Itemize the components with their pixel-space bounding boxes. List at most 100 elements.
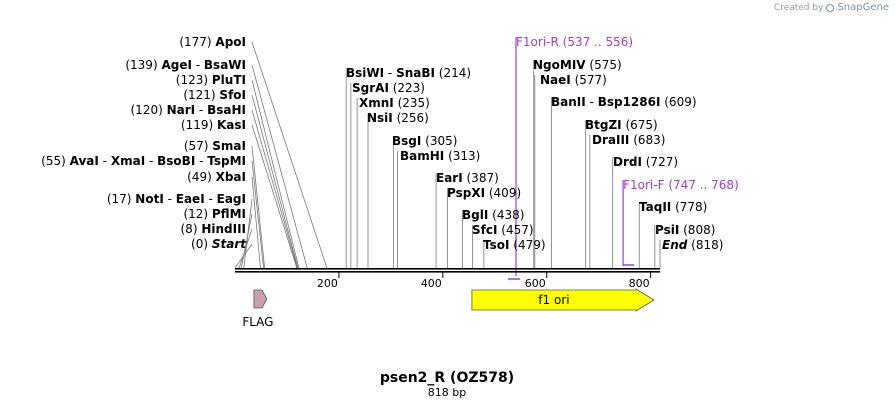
enzyme-connector-line xyxy=(251,94,299,269)
enzyme-name[interactable]: NarI xyxy=(167,103,196,117)
enzyme-label-group[interactable]: (139) AgeI - BsaWI xyxy=(125,58,246,72)
enzyme-position: (609) xyxy=(660,95,696,109)
enzyme-name[interactable]: BsaWI xyxy=(204,58,246,72)
enzyme-name[interactable]: KasI xyxy=(217,118,246,132)
enzyme-separator: - xyxy=(192,58,204,72)
enzyme-name[interactable]: PflMI xyxy=(212,207,246,221)
enzyme-name[interactable]: HindIII xyxy=(201,222,246,236)
enzyme-label-group[interactable]: (49) XbaI xyxy=(187,170,246,184)
enzyme-name[interactable]: BsiWI xyxy=(346,66,384,80)
enzyme-name[interactable]: AvaI xyxy=(70,154,99,168)
enzyme-name[interactable]: XbaI xyxy=(216,170,246,184)
enzyme-label[interactable]: DrdI (727) xyxy=(613,155,678,169)
dna-backbone xyxy=(235,268,660,273)
enzyme-name[interactable]: SfcI xyxy=(472,223,497,237)
enzyme-name[interactable]: ApoI xyxy=(215,35,246,49)
enzyme-name[interactable]: BtgZI xyxy=(585,118,622,132)
enzyme-name[interactable]: BsoBI xyxy=(157,154,195,168)
enzyme-name[interactable]: DraIII xyxy=(592,133,629,147)
enzyme-position: (49) xyxy=(187,170,215,184)
enzyme-name[interactable]: SnaBI xyxy=(396,66,435,80)
enzyme-name[interactable]: TaqII xyxy=(639,200,671,214)
enzyme-name[interactable]: SmaI xyxy=(212,139,246,153)
enzyme-name[interactable]: XmnI xyxy=(359,96,394,110)
enzyme-name[interactable]: BglI xyxy=(462,208,488,222)
primer-name[interactable]: F1ori-R xyxy=(516,35,559,49)
enzyme-label-group[interactable]: (55) AvaI - XmaI - BsoBI - TspMI xyxy=(41,154,246,168)
enzyme-name[interactable]: TspMI xyxy=(207,154,246,168)
enzyme-label[interactable]: PspXI (409) xyxy=(447,186,521,200)
enzyme-name[interactable]: NgoMIV xyxy=(533,58,586,72)
enzyme-name[interactable]: BsgI xyxy=(392,134,421,148)
enzyme-connector-line xyxy=(234,243,253,269)
enzyme-name[interactable]: SgrAI xyxy=(352,81,389,95)
enzyme-label[interactable]: BanII - Bsp1286I (609) xyxy=(551,95,697,109)
enzyme-name[interactable]: NaeI xyxy=(540,73,571,87)
enzyme-connector-line xyxy=(238,228,253,269)
enzyme-label[interactable]: DraIII (683) xyxy=(592,133,665,147)
enzyme-name[interactable]: NsiI xyxy=(367,111,393,125)
enzyme-label-group[interactable]: (12) PflMI xyxy=(183,207,246,221)
enzyme-label[interactable]: NgoMIV (575) xyxy=(533,58,622,72)
enzyme-label[interactable]: BsgI (305) xyxy=(392,134,457,148)
feature-f1-ori-arrow[interactable] xyxy=(471,288,655,312)
enzyme-label-group[interactable]: (123) PluTI xyxy=(176,73,246,87)
enzyme-name[interactable]: End xyxy=(662,238,688,252)
ruler-tick-label: 400 xyxy=(421,277,442,290)
enzyme-name[interactable]: AgeI xyxy=(161,58,191,72)
enzyme-label-group[interactable]: (177) ApoI xyxy=(179,35,246,49)
enzyme-label[interactable]: SgrAI (223) xyxy=(352,81,425,95)
enzyme-label-group[interactable]: (121) SfoI xyxy=(183,88,246,102)
enzyme-name[interactable]: BsaHI xyxy=(207,103,246,117)
enzyme-label[interactable]: BamHI (313) xyxy=(400,149,480,163)
enzyme-name[interactable]: SfoI xyxy=(219,88,246,102)
enzyme-label[interactable]: TsoI (479) xyxy=(483,238,546,252)
enzyme-label[interactable]: TaqII (778) xyxy=(639,200,707,214)
enzyme-name[interactable]: NotI xyxy=(135,192,164,206)
enzyme-name[interactable]: PspXI xyxy=(447,186,485,200)
enzyme-label-group[interactable]: (119) KasI xyxy=(181,118,246,132)
enzyme-position: (313) xyxy=(444,149,480,163)
primer-range: (747 .. 768) xyxy=(665,178,739,192)
enzyme-label[interactable]: NsiI (256) xyxy=(367,111,429,125)
enzyme-label[interactable]: End (818) xyxy=(662,238,723,252)
primer-label[interactable]: F1ori-F (747 .. 768) xyxy=(623,178,739,192)
enzyme-label-group[interactable]: (57) SmaI xyxy=(184,139,246,153)
enzyme-label-group[interactable]: (8) HindIII xyxy=(181,222,247,236)
enzyme-connector-line xyxy=(251,109,298,269)
enzyme-separator: - xyxy=(384,66,396,80)
enzyme-name[interactable]: PsiI xyxy=(655,223,679,237)
enzyme-label[interactable]: XmnI (235) xyxy=(359,96,430,110)
primer-name[interactable]: F1ori-F xyxy=(623,178,664,192)
enzyme-label-group[interactable]: (17) NotI - EaeI - EagI xyxy=(107,192,246,206)
enzyme-label-group[interactable]: (120) NarI - BsaHI xyxy=(131,103,247,117)
enzyme-position: (575) xyxy=(586,58,622,72)
enzyme-label[interactable]: NaeI (577) xyxy=(540,73,607,87)
enzyme-label-group[interactable]: (0) Start xyxy=(191,237,247,251)
enzyme-name[interactable]: XmaI xyxy=(111,154,145,168)
enzyme-label[interactable]: BtgZI (675) xyxy=(585,118,658,132)
enzyme-separator: - xyxy=(195,103,207,117)
enzyme-name[interactable]: EaeI xyxy=(176,192,205,206)
enzyme-name[interactable]: Bsp1286I xyxy=(598,95,661,109)
enzyme-label[interactable]: BsiWI - SnaBI (214) xyxy=(346,66,471,80)
map-length: 818 bp xyxy=(428,386,466,399)
enzyme-name[interactable]: BanII xyxy=(551,95,586,109)
enzyme-label[interactable]: SfcI (457) xyxy=(472,223,534,237)
primer-label[interactable]: F1ori-R (537 .. 556) xyxy=(516,35,633,49)
enzyme-name[interactable]: PluTI xyxy=(212,73,246,87)
enzyme-name[interactable]: EagI xyxy=(217,192,246,206)
enzyme-label[interactable]: BglI (438) xyxy=(462,208,524,222)
enzyme-name[interactable]: EarI xyxy=(436,171,463,185)
enzyme-name[interactable]: DrdI xyxy=(613,155,642,169)
enzyme-label[interactable]: EarI (387) xyxy=(436,171,499,185)
enzyme-name[interactable]: Start xyxy=(212,237,247,251)
enzyme-position: (438) xyxy=(488,208,524,222)
enzyme-name[interactable]: TsoI xyxy=(483,238,509,252)
strand-top xyxy=(235,268,660,270)
primer-lines xyxy=(508,37,635,280)
enzyme-name[interactable]: BamHI xyxy=(400,149,444,163)
enzyme-label[interactable]: PsiI (808) xyxy=(655,223,715,237)
feature-flag-arrow[interactable] xyxy=(253,289,268,309)
